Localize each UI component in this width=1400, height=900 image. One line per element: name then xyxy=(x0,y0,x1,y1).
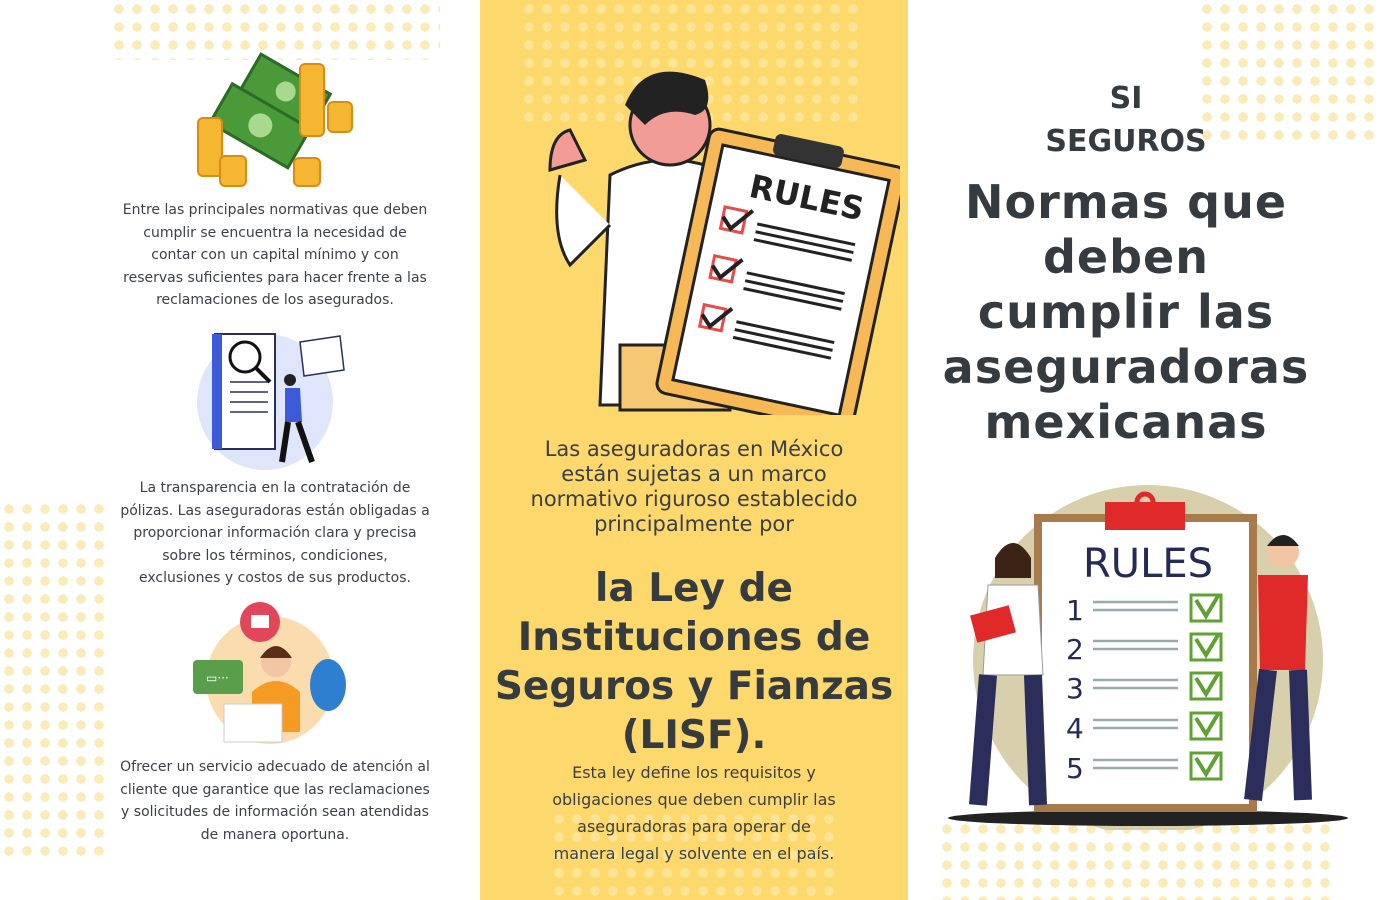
brand-line-1: SI xyxy=(1109,81,1143,116)
rules-board-label: RULES xyxy=(1083,541,1213,587)
dot-pattern xyxy=(110,0,440,60)
capital-requirement-text: Entre las principales normativas que deb… xyxy=(122,202,428,308)
dot-pattern xyxy=(1198,0,1378,140)
money-icon xyxy=(197,52,353,187)
left-panel: Entre las principales normativas que deb… xyxy=(0,0,480,900)
brand-line-2: SEGUROS xyxy=(1045,124,1207,159)
rule-number: 4 xyxy=(1066,712,1084,745)
customer-service-text: Ofrecer un servicio adecuado de atención… xyxy=(120,759,430,843)
law-name: la Ley de Instituciones de Seguros y Fia… xyxy=(494,566,894,758)
transparency-text: La transparencia en la contratación de p… xyxy=(120,480,430,586)
man-with-rules-clipboard-illustration: RULES xyxy=(548,71,900,415)
right-panel: SI SEGUROS Normas que deben cumplir las … xyxy=(908,0,1400,900)
dot-pattern xyxy=(550,810,840,900)
middle-panel: RULES Las aseguradoras en México están s… xyxy=(480,0,908,900)
rule-number: 1 xyxy=(1066,594,1084,627)
rule-number: 2 xyxy=(1066,633,1084,666)
rule-number: 5 xyxy=(1066,752,1084,785)
customer-service-icon: ▭··· xyxy=(193,602,346,744)
main-title: Normas que deben cumplir las aseguradora… xyxy=(942,175,1310,449)
people-with-rules-board-illustration: RULES 1 2 3 4 5 xyxy=(948,485,1348,830)
intro-text: Las aseguradoras en México están sujetas… xyxy=(530,437,858,536)
dot-pattern xyxy=(938,820,1338,900)
dot-pattern xyxy=(0,500,110,860)
law-description: Esta ley define los requisitos y obligac… xyxy=(552,763,836,863)
rule-number: 3 xyxy=(1066,672,1084,705)
document-inspection-icon xyxy=(197,333,345,470)
svg-text:▭···: ▭··· xyxy=(206,671,229,685)
